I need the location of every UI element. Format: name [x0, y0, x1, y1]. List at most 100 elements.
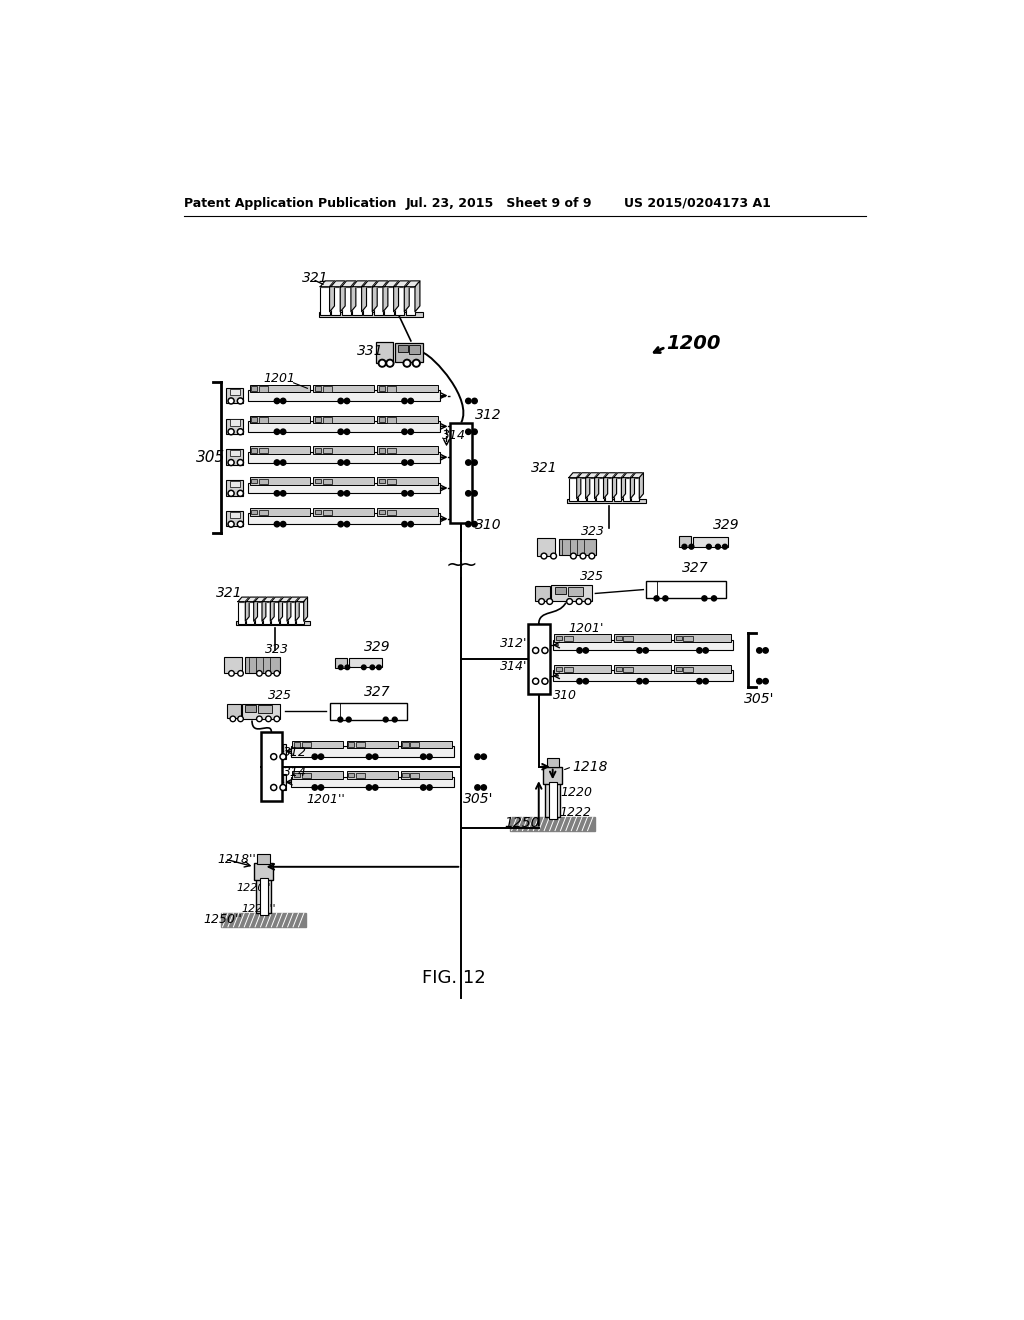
- Circle shape: [228, 429, 234, 434]
- Bar: [676, 667, 682, 671]
- Bar: [323, 387, 332, 392]
- Bar: [250, 446, 310, 454]
- Bar: [259, 417, 268, 422]
- Bar: [251, 387, 257, 391]
- Bar: [248, 483, 439, 494]
- Text: Jul. 23, 2015   Sheet 9 of 9: Jul. 23, 2015 Sheet 9 of 9: [406, 197, 592, 210]
- Bar: [587, 478, 595, 502]
- Bar: [556, 667, 562, 671]
- Polygon shape: [604, 473, 616, 478]
- Text: 1220'': 1220'': [237, 883, 271, 894]
- Polygon shape: [304, 597, 307, 622]
- Circle shape: [475, 785, 480, 791]
- Bar: [569, 478, 577, 502]
- Circle shape: [238, 671, 244, 676]
- Bar: [596, 478, 603, 502]
- Bar: [410, 774, 420, 779]
- Polygon shape: [613, 473, 626, 478]
- Bar: [568, 587, 583, 595]
- Bar: [294, 774, 300, 777]
- Bar: [406, 286, 415, 315]
- Circle shape: [637, 678, 642, 684]
- Bar: [348, 774, 354, 777]
- Text: 331: 331: [356, 345, 383, 358]
- Bar: [313, 385, 374, 392]
- Circle shape: [472, 399, 477, 404]
- Polygon shape: [262, 597, 266, 622]
- Circle shape: [580, 553, 586, 558]
- Bar: [346, 771, 397, 779]
- Bar: [292, 741, 343, 748]
- Bar: [683, 636, 692, 642]
- Text: 327: 327: [365, 685, 391, 700]
- Polygon shape: [639, 473, 643, 499]
- Polygon shape: [331, 281, 345, 286]
- Circle shape: [282, 785, 285, 789]
- Polygon shape: [330, 281, 335, 312]
- Bar: [549, 781, 557, 818]
- Circle shape: [544, 649, 547, 652]
- Bar: [379, 479, 385, 483]
- Bar: [226, 449, 244, 465]
- Bar: [613, 478, 622, 502]
- Bar: [318, 312, 423, 317]
- Bar: [226, 511, 244, 527]
- Bar: [554, 635, 611, 642]
- Bar: [553, 671, 732, 681]
- Circle shape: [712, 595, 717, 601]
- Bar: [674, 665, 731, 673]
- Bar: [315, 417, 322, 422]
- Bar: [263, 602, 270, 624]
- Bar: [563, 636, 572, 642]
- Circle shape: [258, 718, 261, 721]
- Circle shape: [472, 521, 477, 527]
- Bar: [384, 286, 393, 315]
- Bar: [246, 705, 256, 711]
- Text: 1201': 1201': [568, 622, 603, 635]
- Bar: [531, 668, 548, 684]
- Bar: [302, 774, 311, 779]
- Bar: [323, 447, 332, 453]
- Text: 1250'': 1250'': [203, 912, 242, 925]
- Polygon shape: [404, 281, 410, 312]
- Text: 329: 329: [365, 640, 391, 655]
- Circle shape: [231, 718, 234, 721]
- Circle shape: [763, 648, 768, 653]
- Bar: [313, 446, 374, 454]
- Circle shape: [238, 521, 244, 527]
- Bar: [555, 587, 566, 594]
- Bar: [379, 447, 385, 453]
- Bar: [238, 602, 246, 624]
- Text: Patent Application Publication: Patent Application Publication: [183, 197, 396, 210]
- Bar: [348, 742, 354, 747]
- Polygon shape: [287, 597, 291, 622]
- Bar: [544, 767, 562, 784]
- Bar: [313, 416, 374, 424]
- Circle shape: [239, 523, 242, 525]
- Circle shape: [481, 754, 486, 759]
- Polygon shape: [352, 281, 367, 286]
- Polygon shape: [510, 817, 595, 830]
- Bar: [321, 286, 330, 315]
- Circle shape: [344, 399, 349, 404]
- Circle shape: [338, 521, 343, 527]
- Text: 321: 321: [531, 461, 558, 475]
- Circle shape: [583, 648, 589, 653]
- Bar: [553, 640, 732, 651]
- Bar: [248, 421, 439, 432]
- Circle shape: [281, 491, 286, 496]
- Circle shape: [267, 718, 270, 721]
- Bar: [402, 774, 409, 777]
- Bar: [614, 635, 671, 642]
- Circle shape: [696, 678, 702, 684]
- Circle shape: [238, 459, 244, 466]
- Circle shape: [570, 553, 577, 558]
- Bar: [535, 586, 550, 601]
- Circle shape: [346, 717, 351, 722]
- Bar: [563, 667, 572, 672]
- Polygon shape: [373, 281, 377, 312]
- Polygon shape: [596, 473, 607, 478]
- Polygon shape: [587, 473, 599, 478]
- Circle shape: [281, 429, 286, 434]
- Circle shape: [689, 544, 694, 549]
